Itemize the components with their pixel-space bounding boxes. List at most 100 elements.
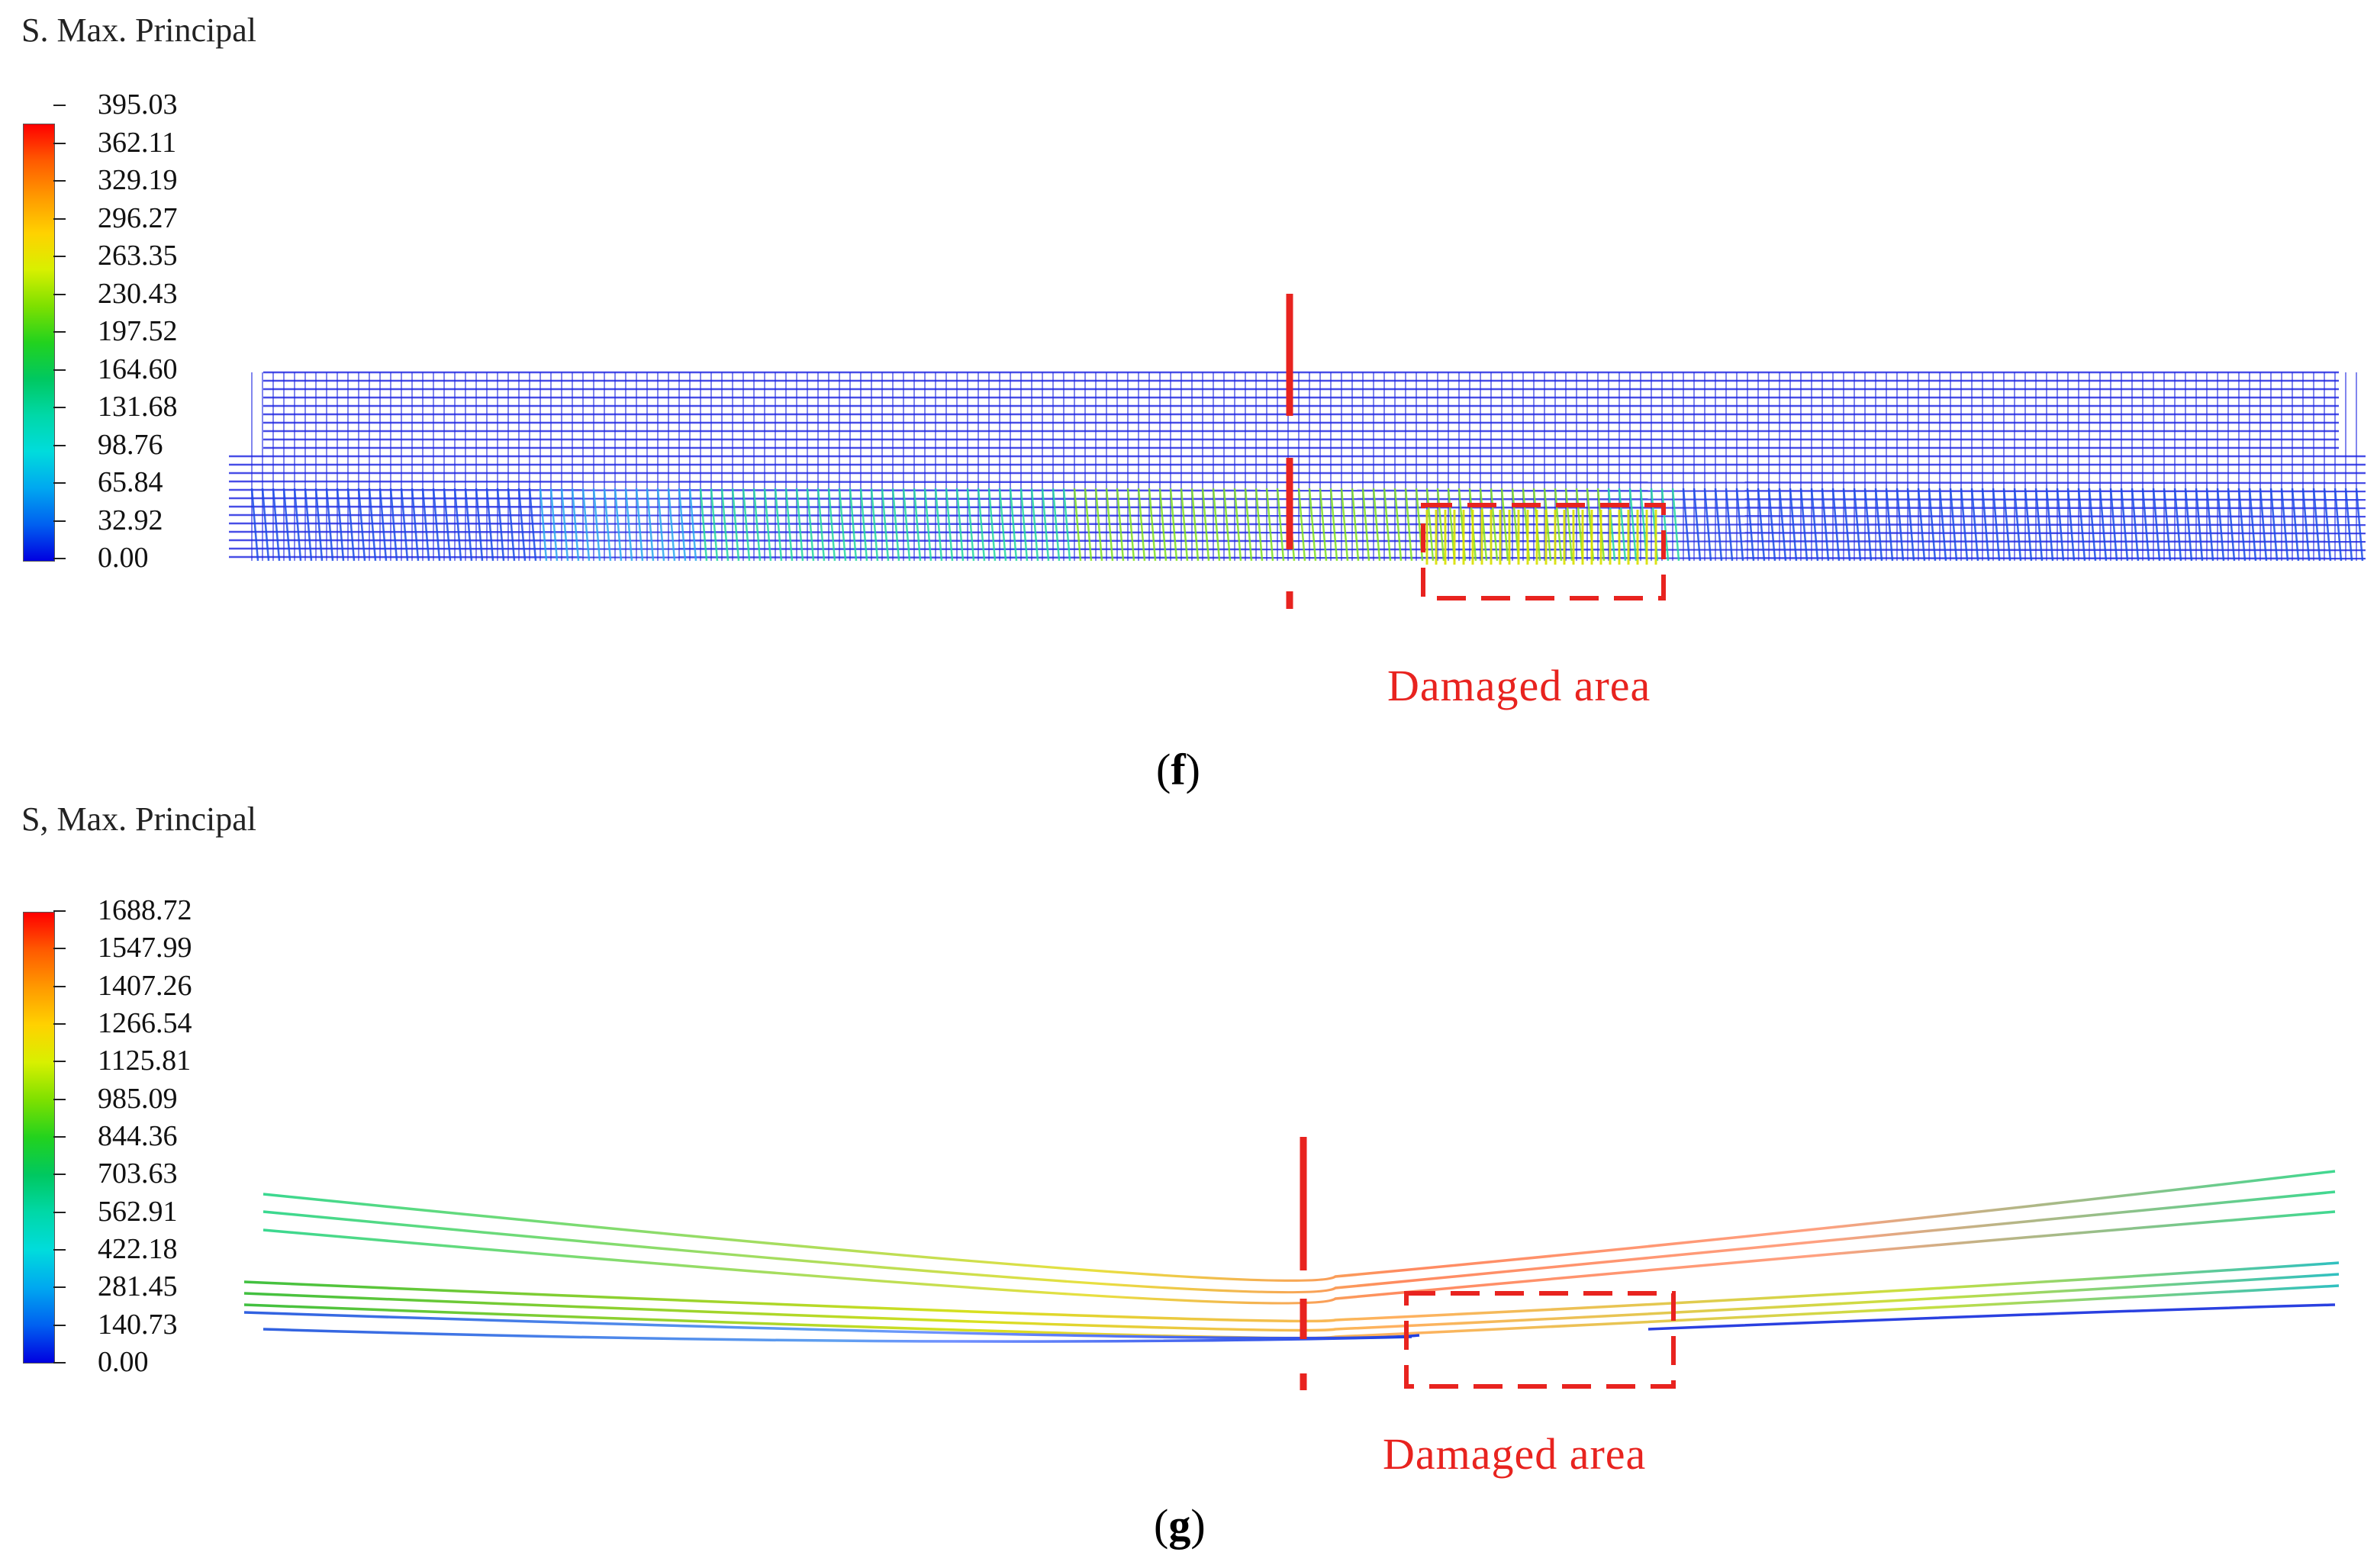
legend-tick (53, 217, 66, 220)
legend-color-bar (23, 124, 55, 562)
stirrup-stressed (827, 488, 836, 562)
legend-value: 0.00 (98, 542, 149, 574)
stirrup-stressed (1693, 488, 1702, 562)
stirrup-stressed (1618, 488, 1627, 562)
legend-tick (53, 293, 66, 295)
stirrup-stressed (2248, 488, 2257, 562)
stirrup-stressed (1810, 488, 1819, 562)
stirrup-stressed (1393, 488, 1403, 562)
stirrup-stressed (1938, 488, 1947, 562)
stirrup-stressed (614, 488, 623, 562)
stirrup-stressed (2301, 488, 2311, 562)
stirrup-stressed (2227, 488, 2236, 562)
tendon-middle (243, 1273, 2340, 1332)
stirrup-stressed (2120, 488, 2129, 562)
stirrup-stressed (1073, 488, 1082, 562)
stirrup-stressed (2013, 488, 2022, 562)
stirrup-stressed (923, 488, 932, 562)
legend-value: 164.60 (98, 353, 178, 385)
legend-value: 422.18 (98, 1233, 178, 1265)
stirrup-stressed (2131, 488, 2140, 562)
stirrup-stressed (2077, 488, 2086, 562)
tendon-lines (243, 1170, 2340, 1343)
stirrup-stressed (1543, 488, 1552, 562)
legend-tick (53, 180, 66, 182)
stirrup-stressed (1180, 488, 1189, 562)
legend-value: 65.84 (98, 466, 163, 498)
stirrup-stressed (250, 488, 259, 562)
stirrup-stressed (346, 488, 356, 562)
stirrup-stressed (987, 488, 997, 562)
stirrup-stressed (549, 488, 559, 562)
stirrup-stressed (1351, 488, 1360, 562)
stirrup-stressed (1201, 488, 1210, 562)
panel-f: S. Max. Principal 395.03 362.11 329.19 296.… (21, 11, 2366, 794)
stirrup-stressed (2002, 488, 2011, 562)
stirrup-stressed (1725, 488, 1734, 562)
stirrup-stressed (1799, 488, 1809, 562)
stirrup-stressed (1735, 488, 1744, 562)
tendon-line-model (243, 1137, 2340, 1390)
stirrup-stressed (635, 488, 644, 562)
stirrup-stressed (453, 488, 462, 562)
stirrup-stressed (2280, 488, 2289, 562)
stirrup-stressed (1863, 488, 1873, 562)
stirrup-stressed (1084, 488, 1093, 562)
legend-value: 703.63 (98, 1157, 178, 1190)
stirrup-stressed (1853, 488, 1862, 562)
legend-tick (53, 105, 66, 106)
stirrup-stressed (2088, 488, 2097, 562)
stirrup-stressed (1212, 488, 1221, 562)
stirrup-stressed (1767, 488, 1776, 562)
legend-tick (53, 1098, 66, 1100)
stirrup-stressed (2269, 488, 2279, 562)
legend-value: 281.45 (98, 1270, 178, 1303)
legend-value: 562.91 (98, 1195, 178, 1228)
stirrup-stressed (1821, 488, 1830, 562)
variable-title: S. Max. Principal (21, 11, 256, 49)
legend-value: 131.68 (98, 391, 178, 423)
longitudinal-bar (228, 480, 2366, 485)
stirrup-stressed (2323, 488, 2332, 562)
stirrup-stressed (2259, 488, 2268, 562)
stirrup-stressed (1789, 488, 1798, 562)
stirrup-stressed (2195, 488, 2204, 562)
damaged-area-label: Damaged area (1387, 661, 1651, 710)
legend-color-bar (23, 912, 55, 1364)
stirrup-stressed (977, 488, 986, 562)
stirrup-stressed (2098, 488, 2108, 562)
stirrup-stressed (1671, 488, 1680, 562)
stirrup-stressed (528, 488, 537, 562)
legend-value: 1266.54 (98, 1007, 192, 1039)
legend-tick (53, 1061, 66, 1063)
stirrup-stressed (1490, 488, 1499, 562)
stirrup-stressed (656, 488, 665, 562)
stirrup-stressed (2109, 488, 2118, 562)
stirrup-stressed (1308, 488, 1317, 562)
legend-tick (53, 948, 66, 950)
tendon-lower (1647, 1303, 2336, 1331)
legend-value: 362.11 (98, 126, 177, 159)
stirrup-stressed (1222, 488, 1232, 562)
stirrup-stressed (1746, 488, 1755, 562)
stirrup-stressed (1970, 488, 1979, 562)
legend-tick (53, 1211, 66, 1213)
stirrup-stressed (539, 488, 548, 562)
stirrup-stressed (752, 488, 762, 562)
caption-letter-g: g (1168, 1500, 1191, 1550)
stirrup-stressed (507, 488, 516, 562)
legend-value: 1688.72 (98, 894, 192, 926)
stirrup-stressed (400, 488, 409, 562)
rebar-mesh-model (228, 294, 2366, 609)
stirrup-stressed (581, 488, 591, 562)
stirrup-stressed (2355, 488, 2364, 562)
stirrup-stressed (592, 488, 601, 562)
stirrup-stressed (1981, 488, 1990, 562)
stirrup-stressed (1436, 488, 1445, 562)
legend-value: 230.43 (98, 277, 178, 310)
stirrup-stressed (304, 488, 313, 562)
stirrup-stressed (2205, 488, 2214, 562)
stirrup-stressed (314, 488, 324, 562)
stirrup-stressed (1116, 488, 1125, 562)
longitudinal-bar (228, 539, 2366, 543)
